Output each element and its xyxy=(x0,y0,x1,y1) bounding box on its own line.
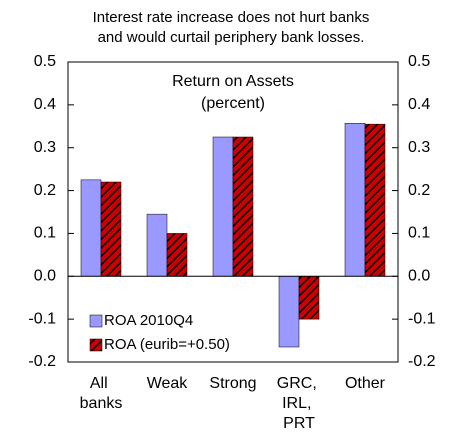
y-tick-label: 0.2 xyxy=(34,182,56,199)
bar xyxy=(364,123,386,277)
y-tick-label: 0.3 xyxy=(34,139,56,156)
y2-tick-label: 0.1 xyxy=(408,225,430,242)
annotation: (percent) xyxy=(201,95,265,112)
bar xyxy=(278,276,300,348)
bar xyxy=(80,179,102,277)
y-tick-label: 0.5 xyxy=(34,53,56,70)
chart-title: and would curtail periphery bank losses. xyxy=(98,29,365,46)
bar xyxy=(344,123,366,277)
legend-swatch xyxy=(89,338,103,352)
legend-label: ROA (eurib=+0.50) xyxy=(104,336,230,353)
x-tick-label: Strong xyxy=(209,375,256,392)
legend-label: ROA 2010Q4 xyxy=(104,312,193,329)
y2-tick-label: 0.0 xyxy=(408,268,430,285)
x-tick-label: Other xyxy=(345,375,386,392)
bar xyxy=(298,276,320,320)
y2-tick-label: 0.5 xyxy=(408,53,430,70)
x-tick-label: GRC, IRL, PRT xyxy=(277,375,321,432)
y2-tick-label: -0.2 xyxy=(408,353,436,370)
bar xyxy=(212,136,234,277)
y2-tick-label: 0.2 xyxy=(408,182,430,199)
bar xyxy=(146,213,168,277)
plot-frame xyxy=(67,61,399,363)
bar xyxy=(166,233,188,277)
y-tick-label: -0.2 xyxy=(28,353,56,370)
y2-tick-label: 0.4 xyxy=(408,96,430,113)
x-tick-label: All banks xyxy=(80,375,123,412)
chart-title: Interest rate increase does not hurt ban… xyxy=(93,9,370,26)
y-tick-label: 0.4 xyxy=(34,96,56,113)
y2-tick-label: -0.1 xyxy=(408,310,436,327)
bar xyxy=(100,181,122,277)
y2-tick-label: 0.3 xyxy=(408,139,430,156)
bar xyxy=(232,136,254,277)
x-tick-label: Weak xyxy=(147,375,189,392)
annotation: Return on Assets xyxy=(172,73,294,90)
y-tick-label: 0.1 xyxy=(34,225,56,242)
y-tick-label: -0.1 xyxy=(28,310,56,327)
y-tick-label: 0.0 xyxy=(34,268,56,285)
legend-swatch xyxy=(89,314,103,328)
